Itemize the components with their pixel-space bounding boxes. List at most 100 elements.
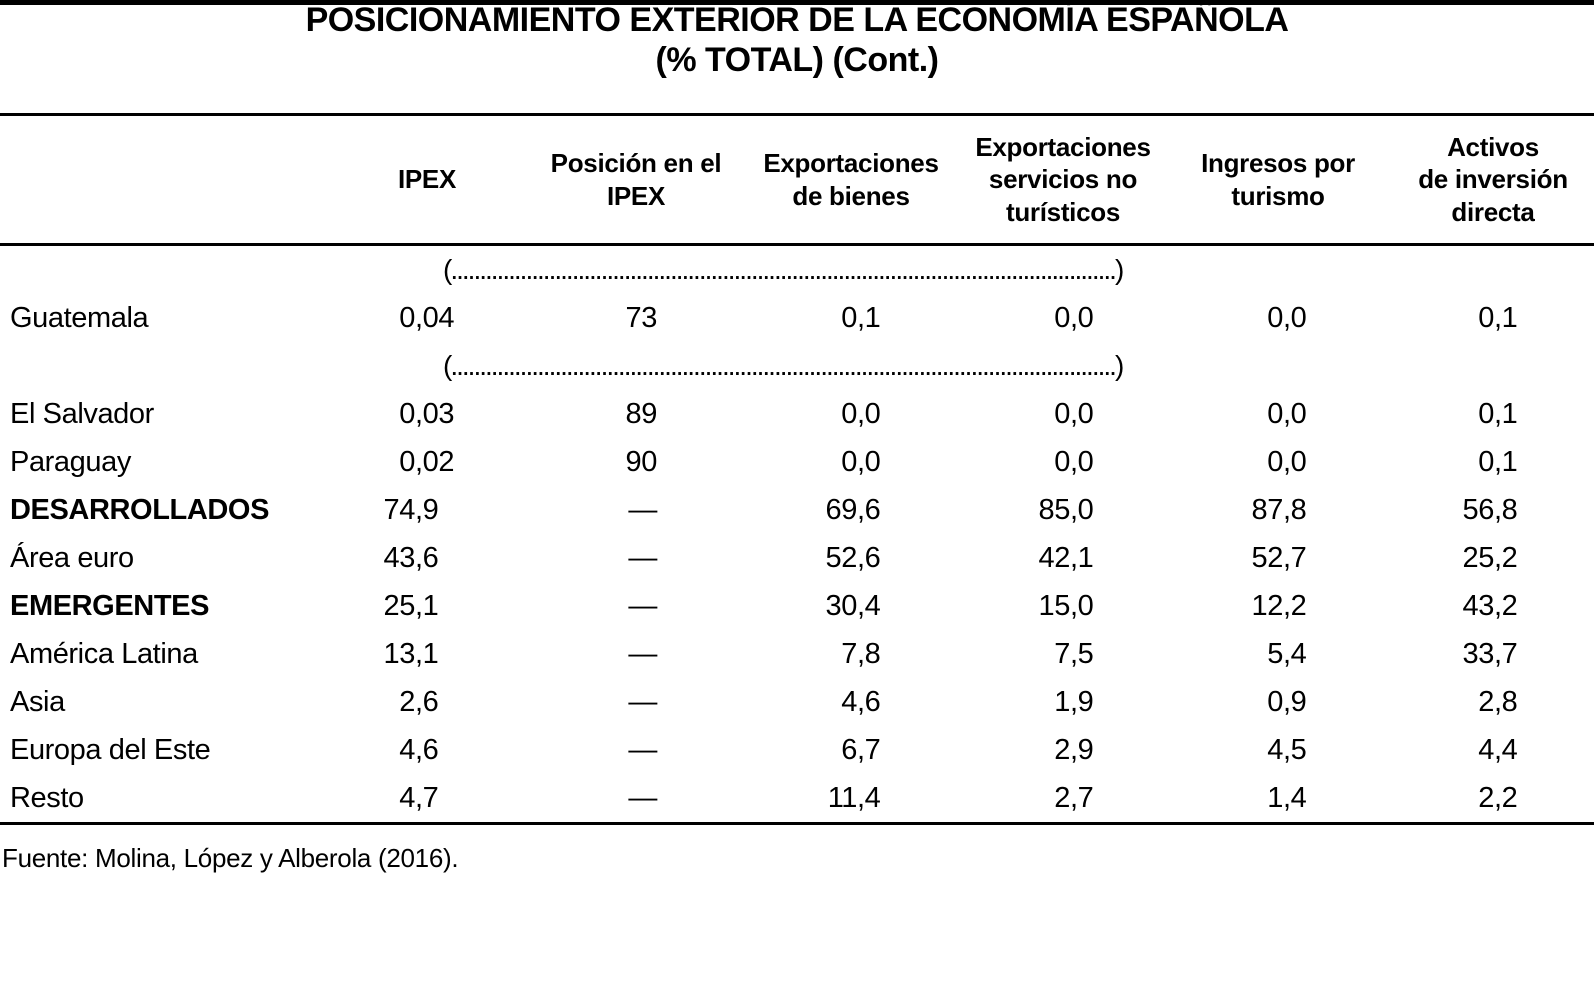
value-int: 0 [399, 445, 415, 478]
col-header-exportaciones-bienes: Exportaciones de bienes [740, 114, 962, 246]
row-label: DESARROLLADOS [10, 493, 270, 526]
cell-ingresos: 12,2 [1164, 582, 1392, 630]
table-row-emergentes: EMERGENTES 25,1 — 30,4 15,0 12,2 43,2 [0, 582, 1594, 630]
value-int: 11 [827, 781, 858, 814]
value-dec: ,9 [1070, 685, 1094, 718]
value-dec: ,6 [857, 493, 881, 526]
value-int: — [628, 493, 657, 526]
cell-posicion: — [532, 678, 740, 726]
value-int: 2 [1478, 781, 1494, 814]
row-label: EMERGENTES [10, 589, 210, 622]
table-row: América Latina 13,1 — 7,8 7,5 5,4 33,7 [0, 630, 1594, 678]
cell-ingresos: 52,7 [1164, 534, 1392, 582]
value-dec: ,6 [415, 733, 439, 766]
value-dec: ,0 [1070, 445, 1094, 478]
cell-activos: 0,1 [1392, 294, 1594, 342]
value-dec: ,1 [1494, 397, 1518, 430]
value-int: 1 [1054, 685, 1070, 718]
value-int: 4 [1267, 733, 1283, 766]
value-int: 6 [841, 733, 857, 766]
row-label: Resto [10, 781, 84, 814]
value-int: 0 [1478, 445, 1494, 478]
value-dec: ,1 [415, 589, 439, 622]
cell-ingresos: 87,8 [1164, 486, 1392, 534]
value-int: 2 [1054, 781, 1070, 814]
cell-posicion: — [532, 726, 740, 774]
table-row: Área euro 43,6 — 52,6 42,1 52,7 25,2 [0, 534, 1594, 582]
cell-ipex: 43,6 [322, 534, 532, 582]
value-dec: ,7 [857, 733, 881, 766]
cell-posicion: — [532, 774, 740, 824]
cell-posicion: 89 [532, 390, 740, 438]
cell-export-servicios: 0,0 [962, 294, 1164, 342]
value-dec: ,5 [1283, 733, 1307, 766]
cell-export-servicios: 1,9 [962, 678, 1164, 726]
value-dec: ,7 [1283, 541, 1307, 574]
cell-ipex: 0,02 [322, 438, 532, 486]
cell-ipex: 13,1 [322, 630, 532, 678]
value-dec: ,6 [857, 685, 881, 718]
value-int: 42 [1038, 541, 1071, 574]
value-dec: ,02 [415, 445, 455, 478]
cell-activos: 56,8 [1392, 486, 1594, 534]
cell-export-servicios: 7,5 [962, 630, 1164, 678]
value-dec: ,0 [1070, 397, 1094, 430]
cell-export-bienes: 52,6 [740, 534, 962, 582]
row-label: América Latina [10, 637, 198, 670]
cell-ipex: 25,1 [322, 582, 532, 630]
cell-activos: 2,2 [1392, 774, 1594, 824]
col-header-ipex: IPEX [322, 114, 532, 246]
cell-ipex: 0,03 [322, 390, 532, 438]
value-int: 0 [841, 397, 857, 430]
value-int: 56 [1462, 493, 1495, 526]
value-dec: ,5 [1070, 637, 1094, 670]
table-row-dotted: (.......................................… [0, 342, 1594, 390]
value-dec: ,7 [415, 781, 439, 814]
cell-posicion: 73 [532, 294, 740, 342]
value-int: 0 [399, 301, 415, 334]
value-dec: ,8 [1283, 493, 1307, 526]
value-dec: ,0 [1070, 589, 1094, 622]
cell-activos: 4,4 [1392, 726, 1594, 774]
page-title-line2: (% TOTAL) (Cont.) [655, 41, 939, 79]
value-dec: ,4 [857, 781, 881, 814]
table-row: Europa del Este 4,6 — 6,7 2,9 4,5 4,4 [0, 726, 1594, 774]
cell-export-servicios: 2,7 [962, 774, 1164, 824]
value-dec: ,0 [1283, 445, 1307, 478]
value-int: 74 [383, 493, 416, 526]
value-int: 25 [1462, 541, 1495, 574]
value-int: 13 [383, 637, 416, 670]
value-int: 0 [1267, 685, 1283, 718]
cell-export-servicios: 15,0 [962, 582, 1164, 630]
value-int: 0 [399, 397, 415, 430]
table-row: Resto 4,7 — 11,4 2,7 1,4 2,2 [0, 774, 1594, 824]
value-dec: ,1 [1494, 445, 1518, 478]
value-int: 15 [1038, 589, 1071, 622]
cell-export-servicios: 85,0 [962, 486, 1164, 534]
value-int: 0 [1478, 301, 1494, 334]
value-int: 0 [1267, 301, 1283, 334]
value-int: 73 [625, 301, 658, 334]
row-label: El Salvador [10, 397, 154, 430]
value-dec: ,6 [415, 685, 439, 718]
cell-ipex: 4,6 [322, 726, 532, 774]
cell-posicion: — [532, 582, 740, 630]
value-int: 0 [1054, 397, 1070, 430]
value-int: 2 [399, 685, 415, 718]
cell-export-bienes: 6,7 [740, 726, 962, 774]
table-row: Asia 2,6 — 4,6 1,9 0,9 2,8 [0, 678, 1594, 726]
value-int: 12 [1251, 589, 1284, 622]
value-int: 52 [1251, 541, 1284, 574]
value-int: 33 [1462, 637, 1495, 670]
page-title-line1: POSICIONAMIENTO EXTERIOR DE LA ECONOMÍA … [305, 1, 1289, 39]
value-int: — [628, 541, 657, 574]
table-row: El Salvador 0,03 89 0,0 0,0 0,0 0,1 [0, 390, 1594, 438]
cell-ingresos: 0,0 [1164, 294, 1392, 342]
row-label: Europa del Este [10, 733, 211, 766]
value-int: 0 [1054, 445, 1070, 478]
value-dec: ,03 [415, 397, 455, 430]
positioning-table: IPEX Posición en el IPEX Exportaciones d… [0, 113, 1594, 825]
cell-ipex: 74,9 [322, 486, 532, 534]
value-dec: ,0 [857, 397, 881, 430]
cell-export-bienes: 0,1 [740, 294, 962, 342]
